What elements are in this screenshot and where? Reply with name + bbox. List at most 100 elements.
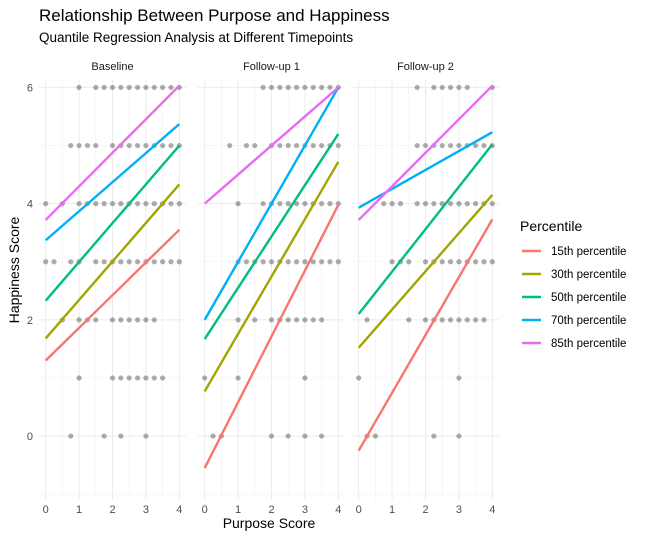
data-point xyxy=(143,201,149,207)
data-point xyxy=(160,375,166,381)
x-tick-label: 2 xyxy=(268,504,274,516)
data-point xyxy=(51,259,57,265)
facet-strip-label: Follow-up 2 xyxy=(397,61,454,73)
data-point xyxy=(126,259,132,265)
data-point xyxy=(456,433,462,439)
data-point xyxy=(93,142,99,149)
data-point xyxy=(389,201,395,207)
data-point xyxy=(134,201,141,207)
data-point xyxy=(293,317,300,323)
data-point xyxy=(439,259,445,265)
data-point xyxy=(268,317,275,323)
data-point xyxy=(356,375,362,381)
data-point xyxy=(68,433,74,439)
data-point xyxy=(151,84,157,91)
data-point xyxy=(151,375,157,381)
data-point xyxy=(268,259,275,265)
data-point xyxy=(277,84,283,91)
x-tick-label: 3 xyxy=(456,504,462,516)
data-point xyxy=(109,84,116,91)
data-point xyxy=(160,259,166,265)
data-point xyxy=(456,259,462,265)
data-point xyxy=(118,259,124,265)
data-point xyxy=(489,259,495,265)
data-point xyxy=(285,433,291,439)
data-point xyxy=(243,142,250,149)
quantile-line-50th xyxy=(357,143,494,315)
x-tick-label: 0 xyxy=(43,504,49,516)
data-point xyxy=(302,433,308,439)
legend-label: 15th percentile xyxy=(551,246,626,258)
data-point xyxy=(456,375,462,381)
data-point xyxy=(93,317,99,323)
data-point xyxy=(464,84,470,91)
data-point xyxy=(285,142,291,149)
data-point xyxy=(285,84,291,91)
x-tick-label: 4 xyxy=(335,504,341,516)
legend-label: 85th percentile xyxy=(551,338,626,350)
data-point xyxy=(431,84,437,91)
quantile-line-85th xyxy=(44,84,181,221)
x-tick-label: 1 xyxy=(389,504,395,516)
y-tick-label: 6 xyxy=(27,82,33,94)
data-point xyxy=(473,317,479,323)
data-point xyxy=(93,84,99,91)
data-point xyxy=(109,201,116,207)
quantile-line-70th xyxy=(44,123,181,242)
chart-subtitle: Quantile Regression Analysis at Differen… xyxy=(39,30,353,45)
quantile-line-30th xyxy=(44,183,181,340)
data-point xyxy=(473,142,479,149)
data-point xyxy=(372,433,378,439)
data-point xyxy=(168,259,174,265)
x-tick-label: 2 xyxy=(109,504,115,516)
data-point xyxy=(68,142,74,149)
data-point xyxy=(168,142,174,149)
data-point xyxy=(481,142,487,149)
data-point xyxy=(439,84,445,91)
data-point xyxy=(260,201,266,207)
legend-label: 70th percentile xyxy=(551,315,626,327)
data-point xyxy=(302,375,308,381)
quantile-line-70th xyxy=(203,86,340,321)
quantile-line-50th xyxy=(203,133,340,340)
data-point xyxy=(68,259,74,265)
facet-panel-3: Follow-up 2 0 1 2 3 4 xyxy=(352,61,499,516)
quantile-line-15th xyxy=(357,218,494,452)
data-point xyxy=(143,84,149,91)
data-point xyxy=(118,84,124,91)
y-tick-label: 0 xyxy=(27,431,33,443)
data-point xyxy=(414,201,420,207)
data-point xyxy=(414,142,420,149)
data-point xyxy=(319,84,325,91)
data-point xyxy=(76,317,82,323)
data-point xyxy=(277,201,283,207)
data-point xyxy=(456,84,462,91)
data-point xyxy=(473,201,479,207)
data-point xyxy=(151,201,157,207)
legend: Percentile 15th percentile 30th percentil… xyxy=(520,218,626,350)
data-point xyxy=(447,84,454,91)
x-axis-title: Purpose Score xyxy=(223,515,316,531)
x-tick-label: 0 xyxy=(202,504,208,516)
quantile-line-85th xyxy=(203,86,340,205)
data-point xyxy=(143,433,149,439)
data-point xyxy=(389,259,395,265)
y-axis-title: Happiness Score xyxy=(6,216,22,323)
quantile-line-15th xyxy=(44,228,181,362)
quantile-line-15th xyxy=(203,204,340,469)
data-point xyxy=(101,84,107,91)
data-point xyxy=(168,84,174,91)
data-point xyxy=(93,201,99,207)
data-point xyxy=(134,259,141,265)
x-tick-label: 1 xyxy=(76,504,82,516)
data-point xyxy=(319,142,325,149)
x-tick-label: 0 xyxy=(356,504,362,516)
data-point xyxy=(447,259,454,265)
data-point xyxy=(489,201,495,207)
data-point xyxy=(293,201,300,207)
data-point xyxy=(327,201,333,207)
data-point xyxy=(260,259,266,265)
data-point xyxy=(327,259,333,265)
data-point xyxy=(456,317,462,323)
